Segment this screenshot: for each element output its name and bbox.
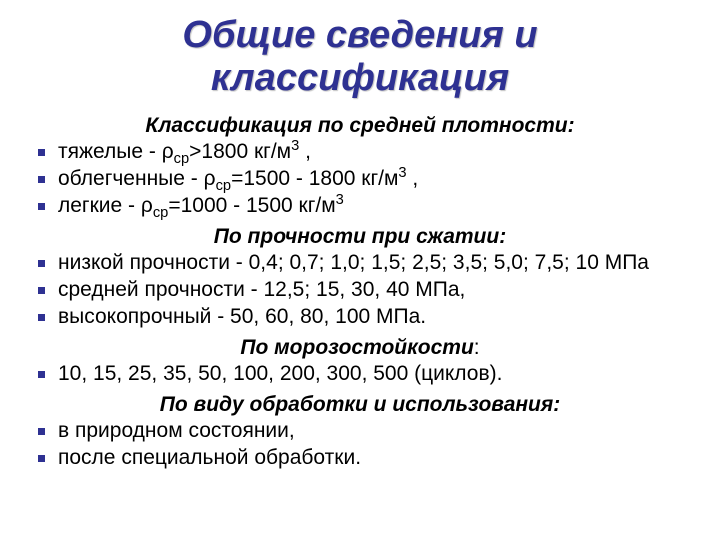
title-line-1: Общие сведения и [182, 14, 537, 56]
slide-container: Общие сведения и классификация Классифик… [0, 0, 720, 540]
list-item-text: легкие - ρ [58, 194, 153, 217]
section-list: тяжелые - ρср>1800 кг/м3 ,облегченные - … [28, 139, 692, 220]
list-item-text: в природном состоянии, [58, 419, 295, 442]
list-item-text: высокопрочный - 50, 60, 80, 100 МПа. [58, 305, 426, 328]
subscript: ср [174, 152, 190, 168]
list-item-text: , [407, 167, 419, 190]
list-item-text: после специальной обработки. [58, 446, 361, 469]
section-heading: Классификация по средней плотности: [28, 113, 692, 139]
section-heading: По виду обработки и использования: [28, 392, 692, 418]
list-item-text: =1000 - 1500 кг/м [168, 194, 335, 217]
list-item-text: средней прочности - 12,5; 15, 30, 40 МПа… [58, 278, 465, 301]
section-list: в природном состоянии, после специальной … [28, 418, 692, 472]
list-item-text: 10, 15, 25, 35, 50, 100, 200, 300, 500 (… [58, 362, 502, 385]
list-item: 10, 15, 25, 35, 50, 100, 200, 300, 500 (… [58, 361, 692, 388]
slide-body: Классификация по средней плотности:тяжел… [28, 113, 692, 472]
superscript: 3 [398, 165, 406, 181]
list-item-text: =1500 - 1800 кг/м [231, 167, 398, 190]
list-item-text: низкой прочности - 0,4; 0,7; 1,0; 1,5; 2… [58, 251, 649, 274]
section-heading: По прочности при сжатии: [28, 224, 692, 250]
list-item: низкой прочности - 0,4; 0,7; 1,0; 1,5; 2… [58, 250, 692, 277]
list-item-text: облегченные - ρ [58, 167, 216, 190]
slide-title: Общие сведения и классификация [28, 14, 692, 99]
list-item-text: , [299, 140, 311, 163]
list-item: легкие - ρср=1000 - 1500 кг/м3 [58, 193, 692, 220]
list-item-text: тяжелые - ρ [58, 140, 174, 163]
section-list: низкой прочности - 0,4; 0,7; 1,0; 1,5; 2… [28, 250, 692, 331]
subscript: ср [216, 178, 232, 194]
list-item: облегченные - ρср=1500 - 1800 кг/м3 , [58, 166, 692, 193]
list-item: в природном состоянии, [58, 418, 692, 445]
list-item-text: >1800 кг/м [189, 140, 291, 163]
superscript: 3 [336, 192, 344, 208]
list-item: высокопрочный - 50, 60, 80, 100 МПа. [58, 304, 692, 331]
list-item: средней прочности - 12,5; 15, 30, 40 МПа… [58, 277, 692, 304]
subscript: ср [153, 205, 169, 221]
section-heading: По морозостойкости: [28, 335, 692, 361]
list-item: после специальной обработки. [58, 445, 692, 472]
section-list: 10, 15, 25, 35, 50, 100, 200, 300, 500 (… [28, 361, 692, 388]
section-heading-text: По морозостойкости [240, 336, 473, 359]
title-line-2: классификация [211, 57, 509, 99]
section-heading-colon: : [474, 336, 480, 359]
list-item: тяжелые - ρср>1800 кг/м3 , [58, 139, 692, 166]
